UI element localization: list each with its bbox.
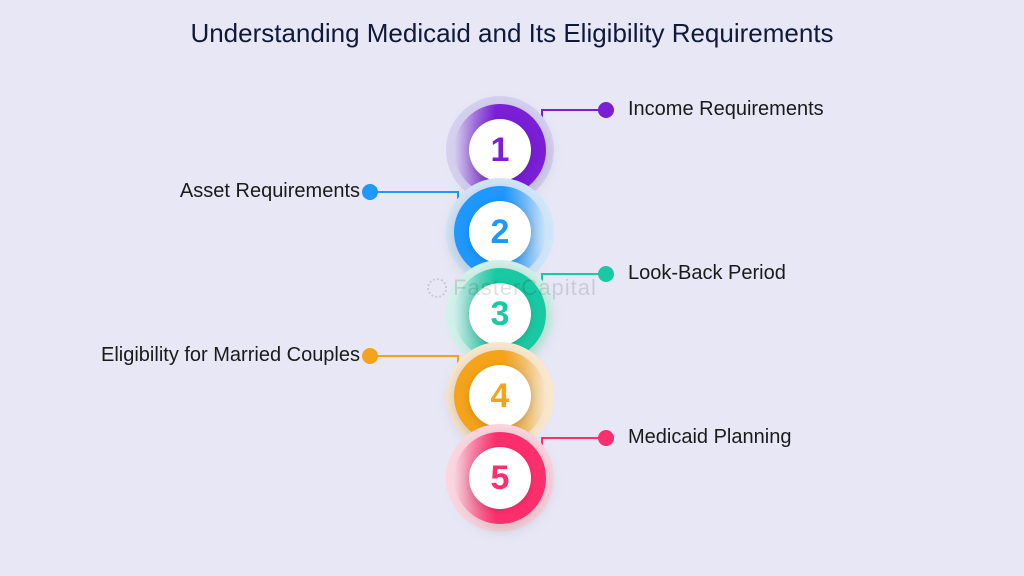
connector-line xyxy=(370,356,458,390)
node-number: 1 xyxy=(469,119,531,181)
item-label: Income Requirements xyxy=(628,98,824,121)
item-label: Medicaid Planning xyxy=(628,426,791,449)
item-label: Eligibility for Married Couples xyxy=(101,344,360,367)
connector-dot xyxy=(598,430,614,446)
watermark: FasterCapital xyxy=(427,275,597,301)
connector-dot xyxy=(362,184,378,200)
connector-dot xyxy=(598,102,614,118)
connector-dot xyxy=(598,266,614,282)
item-label: Look-Back Period xyxy=(628,262,786,285)
connector-dot xyxy=(362,348,378,364)
connector-line xyxy=(370,192,458,226)
item-label: Asset Requirements xyxy=(180,180,360,203)
node-number: 2 xyxy=(469,201,531,263)
watermark-text: FasterCapital xyxy=(453,275,597,301)
gear-icon xyxy=(427,278,447,298)
node-number: 5 xyxy=(469,447,531,509)
node-number: 4 xyxy=(469,365,531,427)
infographic-stage: 1Income Requirements2Asset Requirements3… xyxy=(0,0,1024,576)
